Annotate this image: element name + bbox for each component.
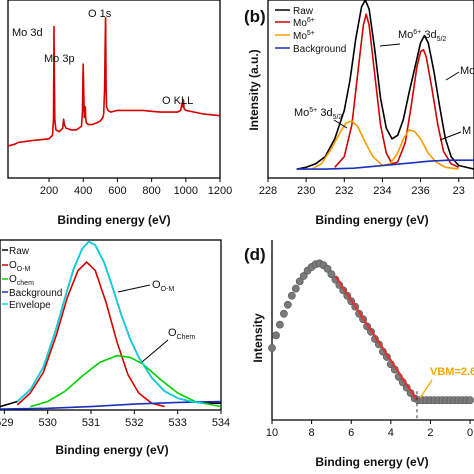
panel-b-xtick-label: 228 (259, 185, 277, 197)
panel-d-xtick-label: 8 (309, 427, 315, 439)
panel-d-scatter-point (272, 331, 280, 340)
panel-b-ticks: 228 230 232 234 236 23 (259, 178, 465, 197)
panel-b-xtick-label: 234 (373, 185, 391, 197)
panel-b: (b) 228 230 232 234 236 23 Intensity (a.u.) B… (244, 0, 474, 227)
panel-b-marks (296, 0, 474, 170)
panel-c-legend: Raw OO-M Ochem Background Envelope (2, 246, 62, 311)
panel-d-ylabel: Intensity (251, 313, 265, 363)
panel-d-scatter-point (299, 272, 308, 280)
panel-a-marks (7, 16, 221, 147)
panel-b-series-raw (296, 0, 474, 170)
panel-a-xtick-label: 600 (108, 185, 126, 197)
panel-c-xtick-label: 529 (0, 417, 14, 429)
panel-b-xtick-label: 236 (411, 185, 429, 197)
panel-b-legend-raw: Raw (293, 6, 314, 17)
panel-b-xtick-label: 230 (297, 185, 315, 197)
panel-a-frame (7, 0, 221, 179)
panel-d-ticks: 10 8 6 4 2 0 (266, 420, 473, 439)
panel-c-annotation-ochem-arrow (141, 339, 169, 363)
panel-c-xtick-label: 533 (168, 417, 186, 429)
panel-d-scatter-point (268, 344, 276, 352)
panel-c-xtick-label: 530 (38, 417, 56, 429)
panel-c-series-background (0, 400, 222, 410)
panel-d-xlabel: Binding energy (eV) (315, 455, 428, 469)
panel-b-annotation-mo-right-lower: M (462, 125, 471, 137)
panel-c-legend-raw: Raw (9, 246, 30, 257)
panel-b-label: (b) (244, 7, 266, 26)
panel-b-ylabel: Intensity (a.u.) (247, 49, 261, 130)
panel-d-marks (268, 259, 474, 420)
panel-b-legend-mo6: Mo6+ (293, 17, 315, 29)
panel-d-vbm-label: VBM=2.68 (430, 366, 474, 378)
panel-c-frame (0, 239, 222, 411)
panel-a: 200 400 600 800 1000 1200 Mo 3d Mo 3p O 1s O … (7, 0, 232, 227)
panel-b-series-background (296, 159, 474, 170)
panel-c-xtick-label: 532 (125, 417, 143, 429)
panel-c-ticks: 529 530 531 532 533 534 (0, 410, 230, 429)
panel-c-series-ochem (30, 354, 222, 408)
panel-b-annotation-mo5-arrow (333, 119, 348, 129)
panel-d-scatter-point (291, 284, 300, 293)
panel-b-series-mo6- (334, 13, 460, 169)
panel-b-annotation-mo5-3d52: Mo5+ 3d5/2 (294, 107, 342, 121)
panel-a-annotation-okll: O KLL (162, 95, 193, 107)
panel-a-xtick-label: 200 (40, 185, 58, 197)
panel-d-xtick-label: 0 (467, 427, 473, 439)
panel-b-legend-mo5: Mo5+ (293, 30, 315, 42)
panel-c-series-envelope (16, 240, 204, 404)
panel-a-xtick-label: 400 (74, 185, 92, 197)
panel-a-annotation-mo3d: Mo 3d (12, 27, 43, 39)
panel-d-scatter-point (327, 270, 336, 279)
panel-d-scatter-point (466, 396, 474, 405)
panel-b-frame (267, 0, 474, 179)
panel-d-vbm-arrow (419, 379, 433, 399)
panel-c-xtick-label: 534 (212, 417, 230, 429)
panel-a-annotation-mo3p: Mo 3p (44, 53, 75, 65)
panel-b-annotation-mo6-3d52: Mo6+ 3d5/2 (398, 29, 446, 43)
panel-b-annotation-mo-right-upper: Mo (460, 65, 474, 77)
panel-d-xtick-label: 2 (427, 427, 433, 439)
panel-b-xtick-label: 23 (453, 185, 465, 197)
panel-d-scatter-point (279, 309, 288, 318)
panel-c-annotation-ochem: OChem (168, 327, 195, 341)
panel-a-series-spectrum (7, 16, 221, 147)
panel-c-xlabel: Binding energy (eV) (55, 443, 168, 457)
panel-b-annotation-right-lower-arrow (439, 131, 462, 141)
panel-c-series-raw (0, 240, 221, 408)
panel-c-legend-background: Background (9, 288, 62, 299)
panel-c-legend-envelope: Envelope (9, 300, 51, 311)
panel-d-scatter-point (295, 277, 304, 286)
panel-c-series-oo-m (16, 261, 165, 408)
panel-a-xtick-label: 800 (142, 185, 160, 197)
panel-b-xtick-label: 232 (335, 185, 353, 197)
panel-b-xlabel: Binding energy (eV) (315, 213, 428, 227)
panel-c-xtick-label: 531 (82, 417, 100, 429)
panel-d-xtick-label: 4 (388, 427, 394, 439)
panel-a-annotation-o1s: O 1s (88, 8, 112, 20)
panel-d-scatter-point (323, 264, 332, 273)
panel-a-ticks: 200 400 600 800 1000 1200 (40, 178, 232, 197)
panel-d-label: (d) (244, 245, 266, 264)
panel-d-scatter-point (287, 291, 296, 300)
panel-c-marks (0, 240, 222, 410)
panel-c-annotation-oom: OO-M (152, 279, 174, 293)
panel-c: 529 530 531 532 533 534 Binding energy (eV) R… (0, 239, 230, 457)
panel-a-xtick-label: 1000 (174, 185, 198, 197)
panel-a-xtick-label: 1200 (208, 185, 232, 197)
panel-c-legend-oom: OO-M (9, 260, 31, 273)
panel-b-legend: Raw Mo6+ Mo5+ Background (275, 6, 346, 55)
panel-d-scatter-point (283, 300, 292, 309)
panel-a-xlabel: Binding energy (eV) (57, 213, 170, 227)
panel-b-legend-background: Background (293, 44, 346, 55)
panel-d-xtick-label: 10 (266, 427, 278, 439)
panel-d-xtick-label: 6 (348, 427, 354, 439)
panel-c-legend-ochem: Ochem (9, 274, 34, 287)
panel-c-annotation-oom-arrow (117, 284, 151, 293)
panel-d: (d) 10 8 6 4 2 0 Intensity Binding energy (eV… (244, 240, 474, 469)
panel-b-annotation-right-upper-arrow (445, 71, 460, 81)
panel-d-linear-fit (334, 275, 418, 401)
panel-d-scatter-point (275, 320, 284, 329)
panel-b-annotation-mo6-arrow (379, 43, 401, 47)
